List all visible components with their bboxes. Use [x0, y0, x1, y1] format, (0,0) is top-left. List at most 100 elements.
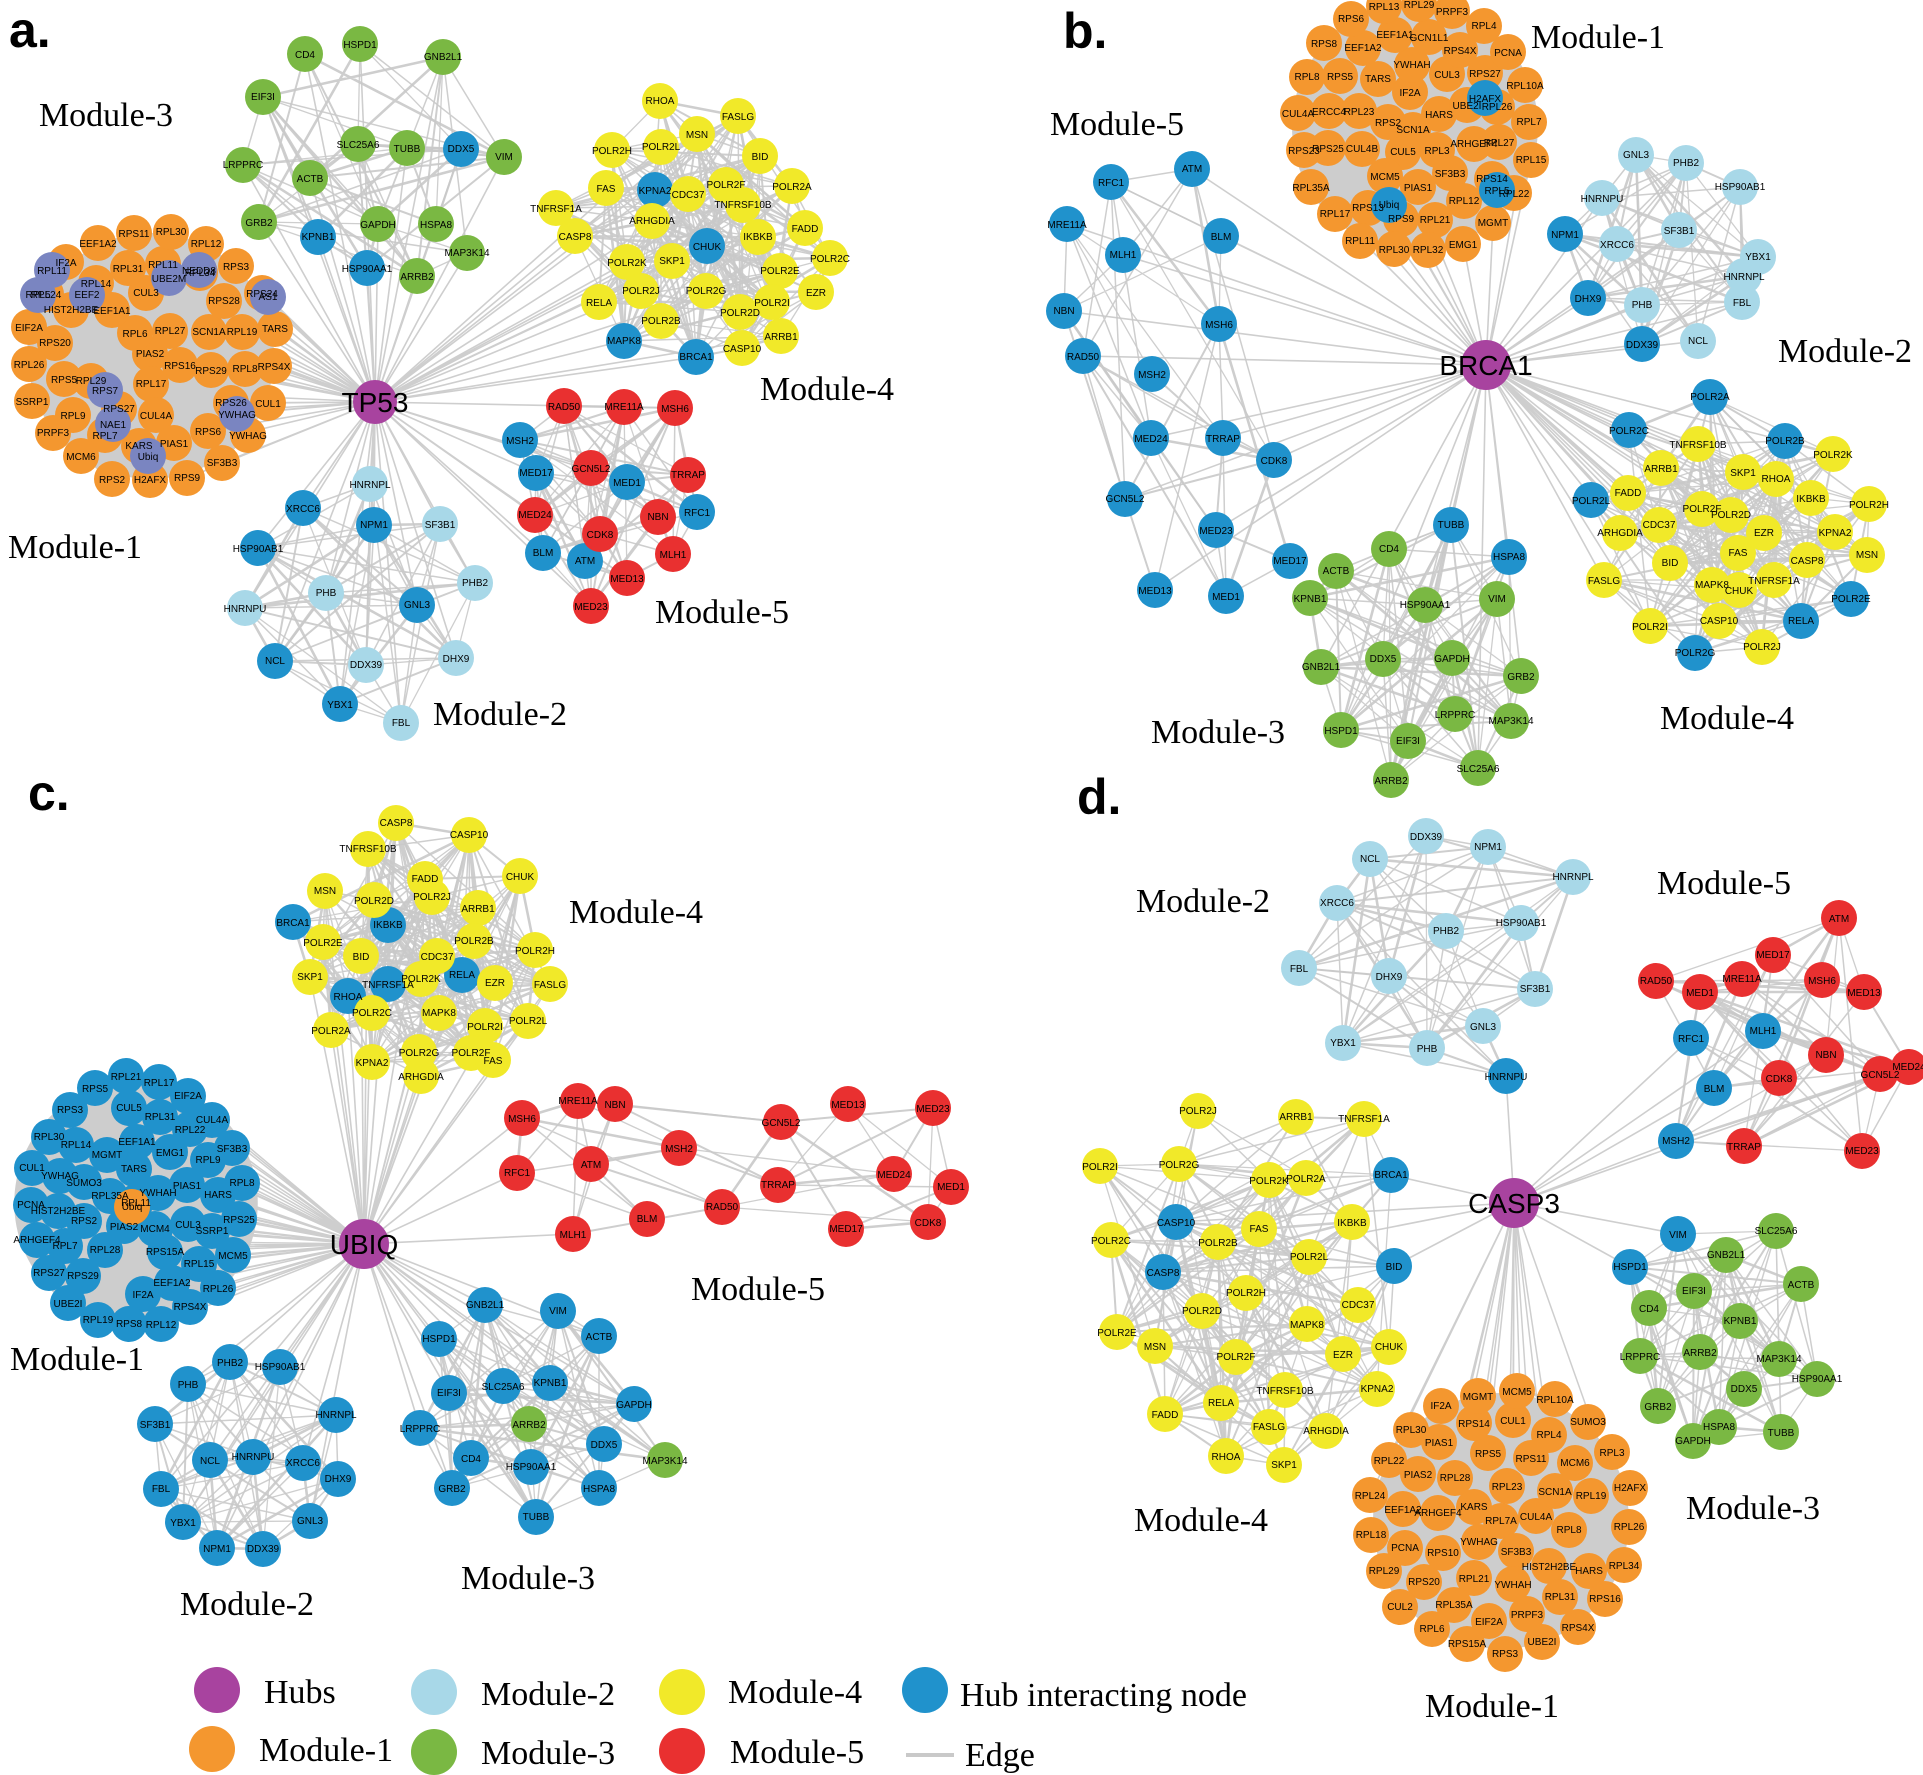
svg-text:RPL30: RPL30 — [1379, 245, 1410, 256]
svg-text:HARS: HARS — [204, 1190, 232, 1201]
svg-text:HIST2H2BE: HIST2H2BE — [44, 305, 99, 316]
svg-text:DDX5: DDX5 — [591, 1440, 618, 1451]
svg-text:GAPDH: GAPDH — [616, 1400, 652, 1411]
svg-text:MSH6: MSH6 — [1205, 320, 1233, 331]
svg-text:RPL35A: RPL35A — [1435, 1600, 1473, 1611]
svg-text:PCNA: PCNA — [1391, 1543, 1419, 1554]
svg-text:d.: d. — [1077, 769, 1121, 825]
svg-text:Module-2: Module-2 — [1778, 333, 1912, 370]
svg-text:SKP1: SKP1 — [1271, 1460, 1297, 1471]
svg-text:NPM1: NPM1 — [1474, 842, 1502, 853]
svg-text:FADD: FADD — [1152, 1410, 1179, 1421]
svg-text:EIF2A: EIF2A — [174, 1091, 202, 1102]
svg-text:RPL14: RPL14 — [61, 1140, 92, 1151]
svg-text:MAP3K14: MAP3K14 — [1488, 716, 1533, 727]
svg-text:PRPF3: PRPF3 — [37, 428, 70, 439]
svg-text:BID: BID — [1662, 558, 1679, 569]
svg-text:MGMT: MGMT — [92, 1150, 123, 1161]
svg-text:POLR2L: POLR2L — [1290, 1252, 1329, 1263]
svg-text:RPS25: RPS25 — [223, 1215, 255, 1226]
svg-text:RPL26: RPL26 — [1614, 1522, 1645, 1533]
svg-text:TRRAP: TRRAP — [1727, 1142, 1761, 1153]
svg-text:POLR2D: POLR2D — [720, 308, 760, 319]
svg-text:MGMT: MGMT — [1463, 1392, 1494, 1403]
svg-text:KPNB1: KPNB1 — [302, 232, 335, 243]
svg-text:HSPA8: HSPA8 — [1493, 552, 1525, 563]
svg-text:XRCC6: XRCC6 — [1320, 898, 1354, 909]
svg-text:RPS2: RPS2 — [71, 1216, 98, 1227]
svg-text:IF2A: IF2A — [55, 258, 76, 269]
svg-text:SUMO3: SUMO3 — [1570, 1417, 1606, 1428]
svg-text:RPL3: RPL3 — [1599, 1448, 1624, 1459]
svg-text:HIST2H2BE: HIST2H2BE — [31, 1206, 86, 1217]
svg-text:POLR2D: POLR2D — [1182, 1306, 1222, 1317]
svg-text:BLM: BLM — [1704, 1084, 1725, 1095]
svg-text:POLR2G: POLR2G — [399, 1048, 440, 1059]
svg-text:MCM6: MCM6 — [1560, 1458, 1590, 1469]
svg-text:RPL23: RPL23 — [1492, 1482, 1523, 1493]
svg-text:RPL17: RPL17 — [144, 1078, 175, 1089]
svg-text:SF3B1: SF3B1 — [425, 520, 456, 531]
svg-text:RPL5: RPL5 — [25, 290, 50, 301]
svg-text:Module-2: Module-2 — [1136, 883, 1270, 920]
svg-text:LRPPRC: LRPPRC — [1435, 710, 1476, 721]
svg-text:YWHAG: YWHAG — [218, 410, 256, 421]
svg-text:HNRNPL: HNRNPL — [1552, 872, 1594, 883]
svg-text:PCNA: PCNA — [1494, 48, 1522, 59]
svg-text:Module-4: Module-4 — [728, 1674, 862, 1711]
svg-text:MED17: MED17 — [1756, 950, 1790, 961]
svg-text:NPM1: NPM1 — [1551, 230, 1579, 241]
svg-text:SSRP1: SSRP1 — [196, 1226, 229, 1237]
svg-text:POLR2I: POLR2I — [467, 1022, 503, 1033]
svg-text:POLR2C: POLR2C — [1091, 1236, 1131, 1247]
svg-text:HSPD1: HSPD1 — [343, 40, 377, 51]
svg-text:MCM5: MCM5 — [1502, 1387, 1532, 1398]
svg-text:Module-3: Module-3 — [481, 1735, 615, 1772]
svg-text:POLR2D: POLR2D — [354, 896, 394, 907]
svg-text:RPS15A: RPS15A — [1448, 1639, 1487, 1650]
svg-text:POLR2I: POLR2I — [754, 298, 790, 309]
svg-text:SLC25A6: SLC25A6 — [337, 140, 380, 151]
svg-text:RPL15: RPL15 — [1516, 155, 1547, 166]
svg-text:Module-1: Module-1 — [1425, 1688, 1559, 1725]
svg-text:RPL31: RPL31 — [1545, 1592, 1576, 1603]
svg-text:DDX39: DDX39 — [350, 660, 383, 671]
svg-text:RPS3: RPS3 — [1492, 1649, 1519, 1660]
svg-text:UBIQ: UBIQ — [330, 1229, 398, 1260]
svg-text:RHOA: RHOA — [646, 96, 675, 107]
svg-text:MED13: MED13 — [831, 1100, 865, 1111]
svg-text:RPS6: RPS6 — [195, 427, 222, 438]
svg-text:BRCA1: BRCA1 — [1374, 1170, 1408, 1181]
svg-text:HSP90AB1: HSP90AB1 — [255, 1362, 306, 1373]
svg-text:RPL14: RPL14 — [81, 279, 112, 290]
svg-text:RELA: RELA — [1788, 616, 1814, 627]
svg-text:RPL9: RPL9 — [60, 411, 85, 422]
svg-text:SUMO3: SUMO3 — [66, 1178, 102, 1189]
svg-text:RPS5: RPS5 — [51, 375, 78, 386]
svg-text:MRE11A: MRE11A — [604, 402, 644, 413]
svg-text:POLR2H: POLR2H — [592, 146, 632, 157]
svg-text:Module-2: Module-2 — [433, 696, 567, 733]
svg-text:SKP1: SKP1 — [1730, 468, 1756, 479]
svg-text:RPL4: RPL4 — [1536, 1430, 1561, 1441]
svg-text:TNFRSF10B: TNFRSF10B — [339, 844, 397, 855]
svg-text:HSP90AB1: HSP90AB1 — [1496, 918, 1547, 929]
svg-text:SF3B3: SF3B3 — [1435, 169, 1466, 180]
svg-text:RFC1: RFC1 — [504, 1168, 531, 1179]
svg-text:GAPDH: GAPDH — [360, 220, 396, 231]
svg-text:ARRB1: ARRB1 — [461, 904, 495, 915]
svg-text:CDC37: CDC37 — [421, 952, 454, 963]
svg-text:EIF3I: EIF3I — [1396, 736, 1420, 747]
svg-text:CDK8: CDK8 — [915, 1218, 942, 1229]
svg-text:GNB2L1: GNB2L1 — [466, 1300, 505, 1311]
svg-text:GRB2: GRB2 — [1644, 1402, 1672, 1413]
svg-text:RPL28: RPL28 — [90, 1245, 121, 1256]
svg-text:POLR2F: POLR2F — [1683, 504, 1722, 515]
svg-text:CD4: CD4 — [1639, 1304, 1659, 1315]
svg-text:TNFRSF1A: TNFRSF1A — [1338, 1114, 1390, 1125]
svg-text:TARS: TARS — [1365, 74, 1391, 85]
svg-text:POLR2F: POLR2F — [452, 1048, 491, 1059]
svg-text:RPS4X: RPS4X — [258, 362, 291, 373]
svg-text:XRCC6: XRCC6 — [286, 1458, 320, 1469]
svg-text:YWHAG: YWHAG — [41, 1171, 79, 1182]
